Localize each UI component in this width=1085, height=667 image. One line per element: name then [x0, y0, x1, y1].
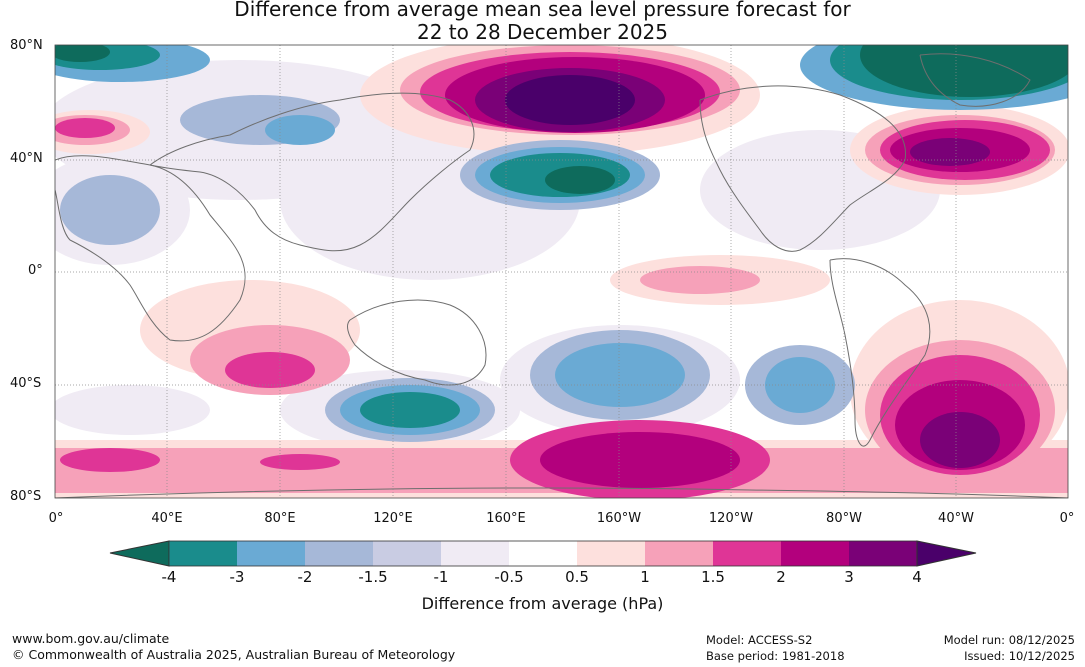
colorbar-segment — [441, 541, 510, 566]
lon-label-0-east: 0° — [1059, 511, 1075, 526]
colorbar-tick-label: -1.5 — [358, 568, 388, 586]
north-america-coastline — [699, 85, 907, 252]
colorbar-high-extension — [916, 540, 977, 567]
antarctica-coastline — [55, 487, 1068, 498]
colorbar-segment — [577, 541, 646, 566]
coastlines — [55, 53, 1068, 498]
colorbar-segment — [781, 541, 850, 566]
footer-copyright: © Commonwealth of Australia 2025, Austra… — [12, 647, 456, 662]
lat-label-80s: 80°S — [10, 489, 42, 504]
lon-label-160e: 160°E — [486, 511, 526, 526]
lat-label-equator: 0° — [28, 263, 43, 278]
positive-equatorial-pacific — [640, 266, 760, 294]
lat-label-80n: 80°N — [10, 38, 43, 53]
colorbar-segment — [373, 541, 442, 566]
negative-central-asia-core — [265, 115, 335, 145]
very-strong-positive-s-pacific — [540, 432, 740, 488]
negative-africa — [60, 175, 160, 245]
colorbar-tick-label: 1.5 — [701, 568, 725, 586]
lon-label-40e: 40°E — [151, 511, 183, 526]
footer-issued: Issued: 10/12/2025 — [964, 649, 1075, 663]
colorbar-tick-label: -3 — [229, 568, 245, 586]
colorbar-segments — [169, 541, 918, 566]
chart-title-line1: Difference from average mean sea level p… — [234, 0, 851, 21]
colorbar-segment — [713, 541, 782, 566]
colorbar-segment — [305, 541, 374, 566]
lon-label-120w: 120°W — [708, 511, 754, 526]
lon-label-160w: 160°W — [596, 511, 642, 526]
colorbar-tick-label: -2 — [297, 568, 313, 586]
colorbar-outline — [168, 540, 918, 567]
footer-model-info: Model: ACCESS-S2 Base period: 1981-2018 — [706, 632, 845, 664]
footer-left: www.bom.gov.au/climate © Commonwealth of… — [12, 631, 455, 663]
lon-label-0-west: 0° — [48, 511, 64, 526]
graticule — [55, 45, 1068, 498]
colorbar-tick-label: 4 — [912, 568, 922, 586]
map-frame — [54, 44, 1069, 499]
strong-positive-europe — [55, 118, 115, 138]
lat-label-40n: 40°N — [10, 151, 43, 166]
colorbar-segment — [169, 541, 238, 566]
colorbar-tick-label: -0.5 — [494, 568, 524, 586]
weak-negative-s-atlantic — [55, 385, 210, 435]
colorbar-tick-label: 0.5 — [565, 568, 589, 586]
footer-model: Model: ACCESS-S2 — [706, 633, 813, 647]
australia-coastline — [347, 299, 487, 386]
footer-model-run: Model run: 08/12/2025 — [943, 633, 1075, 647]
south-america-coastline — [829, 258, 931, 447]
footer-website[interactable]: www.bom.gov.au/climate — [12, 631, 170, 646]
strong-positive-s-atlantic-west — [60, 448, 160, 472]
greenland-coastline — [919, 53, 1031, 107]
colorbar-segment — [645, 541, 714, 566]
colorbar-tick-label: 2 — [776, 568, 786, 586]
strong-positive-indian-ocean — [225, 352, 315, 388]
chart-title-line2: 22 to 28 December 2025 — [416, 20, 668, 44]
footer-run-info: Model run: 08/12/2025 Issued: 10/12/2025 — [944, 632, 1075, 664]
lon-label-80w: 80°W — [826, 511, 862, 526]
colorbar-segment — [237, 541, 306, 566]
eurasia-coastline — [149, 92, 475, 252]
colorbar-low-extension — [109, 540, 170, 567]
extreme-negative-greenland — [860, 45, 1068, 97]
colorbar-tick-label: -1 — [433, 568, 449, 586]
anomaly-fields — [55, 45, 1068, 498]
extreme-negative-nw-pacific — [545, 166, 615, 194]
max-positive-n-pacific — [505, 75, 635, 125]
colorbar-title: Difference from average (hPa) — [421, 594, 664, 613]
colorbar-segment — [509, 541, 578, 566]
strong-negative-arctic-europe — [55, 45, 110, 62]
lat-label-40s: 40°S — [10, 376, 42, 391]
colorbar-segment — [849, 541, 918, 566]
extreme-positive-s-atlantic — [920, 412, 1000, 468]
colorbar-tick-label: 1 — [640, 568, 650, 586]
extreme-positive-n-atlantic — [910, 138, 990, 166]
footer-base-period: Base period: 1981-2018 — [706, 649, 845, 663]
colorbar-tick-label: -4 — [161, 568, 177, 586]
lon-label-120e: 120°E — [373, 511, 413, 526]
negative-s-pacific — [555, 343, 685, 407]
strong-negative-south-au — [360, 392, 460, 428]
lon-label-40w: 40°W — [938, 511, 974, 526]
lon-label-80e: 80°E — [264, 511, 296, 526]
colorbar-tick-label: 3 — [844, 568, 854, 586]
